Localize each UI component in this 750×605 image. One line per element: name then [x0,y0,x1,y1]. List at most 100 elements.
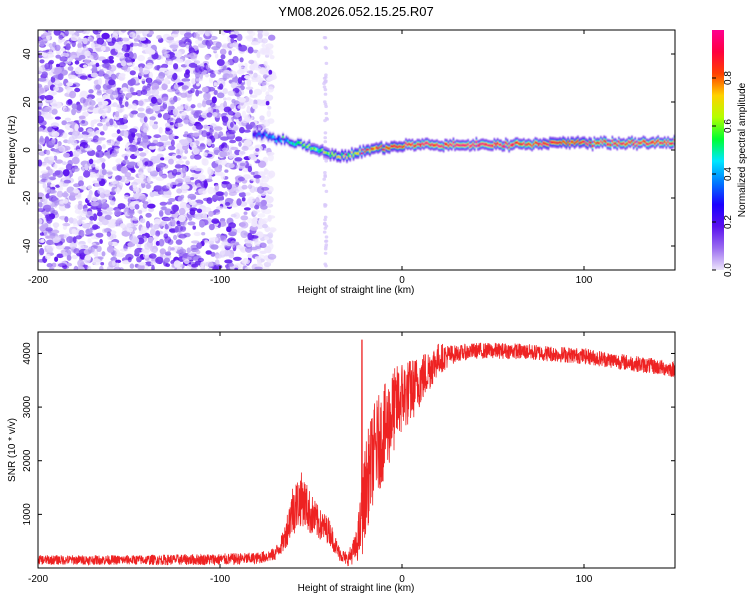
noise-blob [251,220,258,228]
noise-blob [247,253,254,259]
noise-blob [189,52,198,59]
noise-blob [67,159,73,167]
noise-blob [247,196,255,203]
noise-blob [249,246,258,251]
noise-blob [67,66,74,71]
noise-blob [54,116,61,120]
snr-xlabel: Height of straight line (km) [298,583,415,594]
noise-blob [164,208,173,216]
noise-blob [78,115,86,120]
noise-blob [78,180,84,187]
signal-cell [444,142,447,146]
signal-cell [469,145,471,148]
signal-cell [282,135,284,139]
signal-cell [372,147,374,151]
noise-blob [175,239,183,245]
noise-blob [167,105,172,113]
noise-blob [230,213,237,218]
noise-blob [138,176,145,181]
noise-blob [214,259,220,266]
noise-blob [156,35,162,40]
noise-blob [127,256,132,263]
signal-cell [319,149,322,152]
noise-blob [141,67,150,75]
signal-cell [414,144,417,147]
noise-blob [80,90,88,97]
noise-blob [181,166,188,174]
noise-blob [123,195,130,200]
signal-cell [624,143,627,146]
noise-blob [167,60,173,66]
signal-cell [300,141,302,144]
noise-blob [181,111,188,116]
noise-blob [266,151,275,156]
noise-blob [53,71,60,75]
noise-blob [131,103,138,110]
noise-blob [189,209,196,216]
noise-blob [102,144,106,149]
noise-blob [195,250,201,255]
noise-blob [101,118,109,124]
signal-cell [370,147,373,151]
noise-blob [49,183,56,188]
signal-cell [511,143,514,147]
noise-blob [121,230,131,237]
noise-blob [45,179,52,184]
noise-blob [168,133,176,141]
signal-cell [324,151,327,154]
noise-blob [267,253,277,260]
noise-blob [91,163,96,168]
noise-blob [39,224,48,233]
signal-cell [665,142,668,145]
signal-cell [498,143,501,146]
noise-blob [244,142,253,147]
noise-blob [214,53,219,59]
noise-blob [247,30,253,34]
noise-blob [206,125,211,130]
signal-cell [437,144,440,148]
noise-blob [89,220,93,225]
signal-cell [634,141,637,144]
noise-blob [324,189,329,193]
noise-blob [58,146,66,152]
noise-blob [208,210,214,217]
noise-blob [52,103,58,107]
noise-blob [54,235,62,243]
noise-blob [71,218,78,225]
noise-blob [174,164,183,169]
noise-blob [253,72,258,78]
noise-blob [247,184,253,190]
snr-ytick-label: 2000 [22,449,33,472]
noise-blob [172,108,179,116]
signal-cell [298,141,301,144]
noise-blob [96,245,102,252]
noise-blob [208,173,213,181]
noise-blob [205,250,212,255]
noise-blob [176,155,182,159]
noise-blob [122,44,127,52]
signal-cell [649,142,651,145]
noise-blob [55,159,63,164]
noise-blob [103,228,113,233]
noise-blob [240,215,249,221]
noise-blob [99,265,104,270]
noise-blob [106,38,113,42]
snr-frame [37,331,676,569]
noise-blob [167,246,172,252]
noise-blob [240,230,248,239]
signal-cell [346,156,348,159]
noise-blob [134,204,140,210]
signal-cell [274,138,276,141]
noise-blob [187,90,193,94]
noise-blob [191,78,196,85]
noise-blob [152,105,161,112]
noise-blob [238,89,245,96]
noise-blob [261,186,270,191]
signal-cell [544,142,546,145]
noise-blob [38,201,43,208]
noise-blob [189,200,197,206]
signal-cell [495,143,497,146]
signal-cell [390,145,393,148]
signal-cell [613,142,615,145]
noise-blob [120,30,127,33]
